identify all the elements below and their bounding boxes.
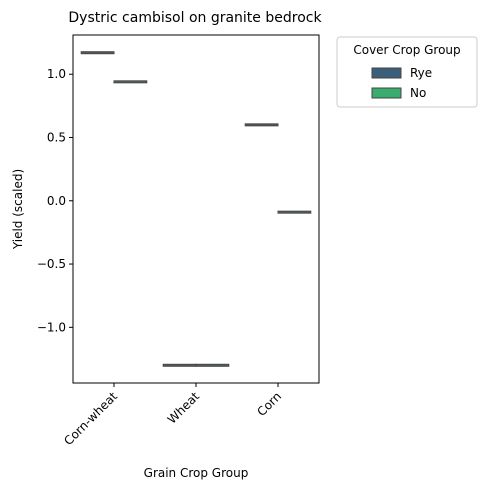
plot-marks bbox=[80, 51, 312, 367]
y-axis: 1.0 0.5 0.0 −0.5 −1.0 bbox=[37, 67, 73, 334]
chart-title: Dystric cambisol on granite bedrock bbox=[68, 10, 322, 26]
legend-entries: Rye No bbox=[371, 66, 432, 100]
legend-label-no: No bbox=[410, 86, 426, 100]
x-axis-label: Grain Crop Group bbox=[144, 466, 249, 480]
y-tick-label: 1.0 bbox=[47, 67, 66, 81]
y-tick-label: 0.0 bbox=[47, 194, 66, 208]
legend-label-rye: Rye bbox=[410, 66, 432, 80]
y-tick-label: −0.5 bbox=[37, 257, 66, 271]
y-axis-label: Yield (scaled) bbox=[11, 169, 25, 250]
y-tick-label: 0.5 bbox=[47, 131, 66, 145]
legend: Cover Crop Group Rye No bbox=[336, 36, 478, 108]
legend-swatch-rye bbox=[371, 67, 402, 79]
legend-title: Cover Crop Group bbox=[353, 43, 460, 57]
y-tick-label: −1.0 bbox=[37, 320, 66, 334]
legend-swatch-no bbox=[371, 87, 402, 99]
